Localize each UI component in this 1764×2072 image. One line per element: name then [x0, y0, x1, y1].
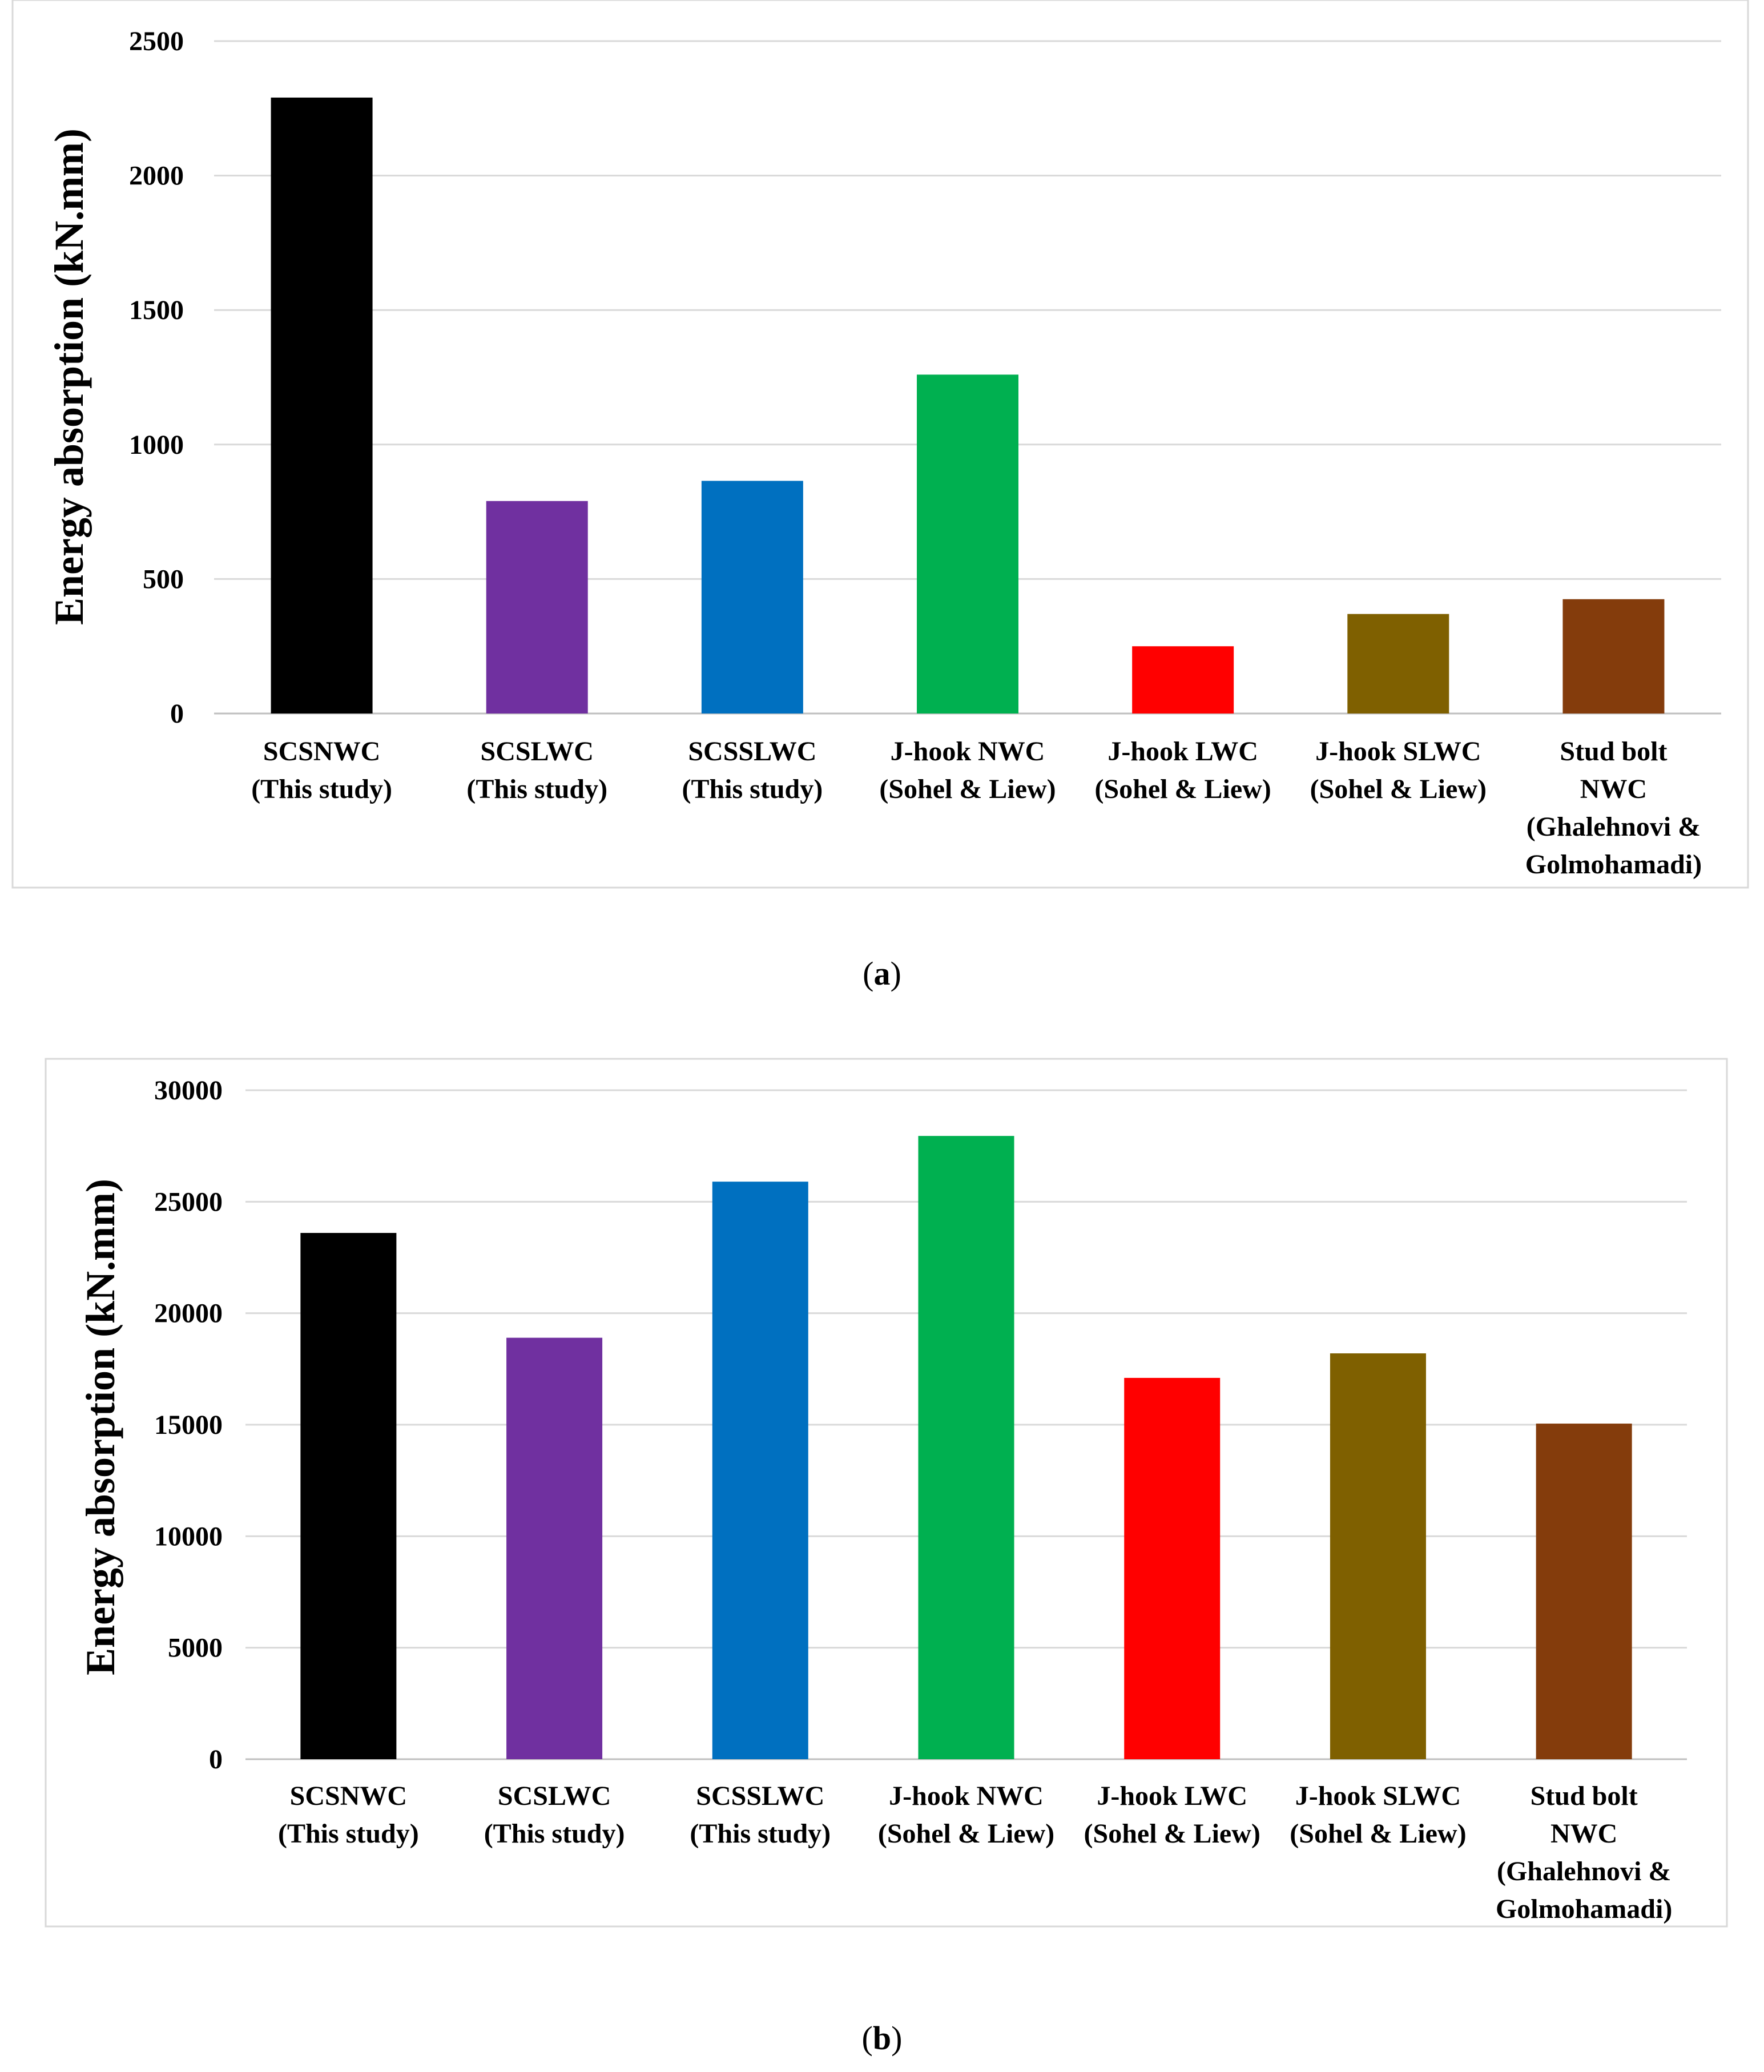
bar — [506, 1337, 603, 1759]
x-category-label: SCSSLWC — [688, 736, 816, 767]
x-category-label: (Sohel & Liew) — [878, 1819, 1054, 1849]
x-category-label: (This study) — [682, 774, 823, 804]
x-category-label: SCSNWC — [263, 736, 380, 767]
bar — [701, 481, 803, 713]
y-tick-label: 30000 — [154, 1075, 223, 1106]
x-category-label: J-hook SLWC — [1295, 1781, 1461, 1811]
x-category-label: NWC — [1550, 1819, 1617, 1849]
bar — [712, 1182, 808, 1759]
y-tick-label: 10000 — [154, 1521, 223, 1551]
chart-b: 0 5000 10000 15000 20000 25000 30000 SCSNWC (Thi… — [45, 1058, 1728, 2057]
x-category-label: (This study) — [484, 1819, 625, 1849]
y-tick-label: 20000 — [154, 1299, 223, 1329]
x-category-label: (Ghalehnovi & — [1527, 812, 1701, 842]
x-category-label: J-hook LWC — [1097, 1781, 1247, 1811]
y-tick-label: 0 — [170, 699, 184, 729]
y-tick-label: 0 — [209, 1744, 223, 1775]
y-tick-label: 5000 — [168, 1633, 223, 1663]
x-category-label: (Sohel & Liew) — [1310, 774, 1487, 804]
chart-a: 0 500 1000 1500 2000 2500 SCSNWC (This study) SC… — [11, 0, 1749, 992]
y-tick-label: 500 — [143, 564, 184, 594]
bar — [918, 1136, 1014, 1759]
y-tick-label: 1500 — [129, 295, 184, 325]
x-category-label: SCSSLWC — [696, 1781, 824, 1811]
x-category-label: (This study) — [251, 774, 392, 804]
x-category-label: J-hook SLWC — [1315, 736, 1481, 767]
bar — [1132, 646, 1234, 713]
y-tick-label: 2500 — [129, 26, 184, 57]
bar — [1347, 614, 1449, 713]
x-category-label: (Ghalehnovi & — [1497, 1856, 1671, 1886]
bar — [486, 501, 588, 713]
x-category-label: (This study) — [278, 1819, 419, 1849]
bar — [300, 1233, 397, 1759]
x-category-label: J-hook NWC — [891, 736, 1045, 767]
y-tick-label: 25000 — [154, 1187, 223, 1217]
x-category-label: (This study) — [466, 774, 607, 804]
x-category-label: NWC — [1580, 774, 1647, 804]
x-category-label: Golmohamadi) — [1496, 1894, 1672, 1924]
x-category-label: (Sohel & Liew) — [1094, 774, 1271, 804]
x-category-label: SCSNWC — [290, 1781, 407, 1811]
x-category-label: J-hook NWC — [889, 1781, 1044, 1811]
y-tick-label: 2000 — [129, 161, 184, 191]
bar — [1562, 599, 1665, 713]
x-category-label: (This study) — [690, 1819, 831, 1849]
chart-frame — [11, 0, 1749, 889]
bar — [1536, 1424, 1632, 1759]
x-category-label: J-hook LWC — [1107, 736, 1258, 767]
y-tick-label: 1000 — [129, 430, 184, 460]
bar — [1124, 1377, 1221, 1759]
y-axis-label: Energy absorption (kN.mm) — [78, 1179, 123, 1675]
bar — [917, 374, 1018, 713]
x-category-label: SCSLWC — [481, 736, 594, 767]
panel-label: (a) — [863, 955, 901, 992]
panel-letter: b — [873, 2019, 891, 2057]
y-tick-label: 15000 — [154, 1410, 223, 1440]
x-category-label: Stud bolt — [1560, 736, 1667, 767]
y-axis-label: Energy absorption (kN.mm) — [46, 128, 92, 625]
x-category-label: Golmohamadi) — [1525, 849, 1702, 880]
x-category-label: SCSLWC — [498, 1781, 611, 1811]
x-category-label: Stud bolt — [1531, 1781, 1638, 1811]
bar — [271, 97, 373, 713]
panel-label: (b) — [862, 2019, 903, 2057]
chart-frame — [45, 1058, 1728, 1928]
bar — [1330, 1353, 1426, 1759]
panel-letter: a — [874, 955, 891, 992]
x-category-label: (Sohel & Liew) — [1290, 1819, 1466, 1849]
x-category-label: (Sohel & Liew) — [879, 774, 1056, 804]
x-category-label: (Sohel & Liew) — [1084, 1819, 1260, 1849]
